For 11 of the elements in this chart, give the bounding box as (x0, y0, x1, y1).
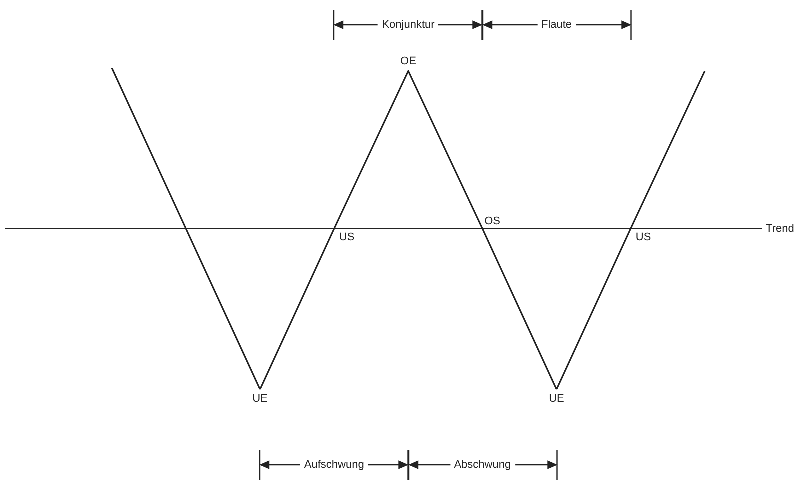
text: Aufschwung (304, 459, 364, 472)
text: UE (549, 393, 564, 406)
text: US (339, 231, 355, 244)
text: OE (400, 56, 416, 68)
text: UE (252, 393, 268, 406)
text: Flaute (541, 19, 572, 32)
text: Abschwung (454, 459, 512, 472)
ref-line-label: Trend (766, 222, 794, 235)
text: OS (484, 215, 501, 228)
text: US (636, 231, 652, 244)
text: Konjunktur (382, 19, 436, 32)
